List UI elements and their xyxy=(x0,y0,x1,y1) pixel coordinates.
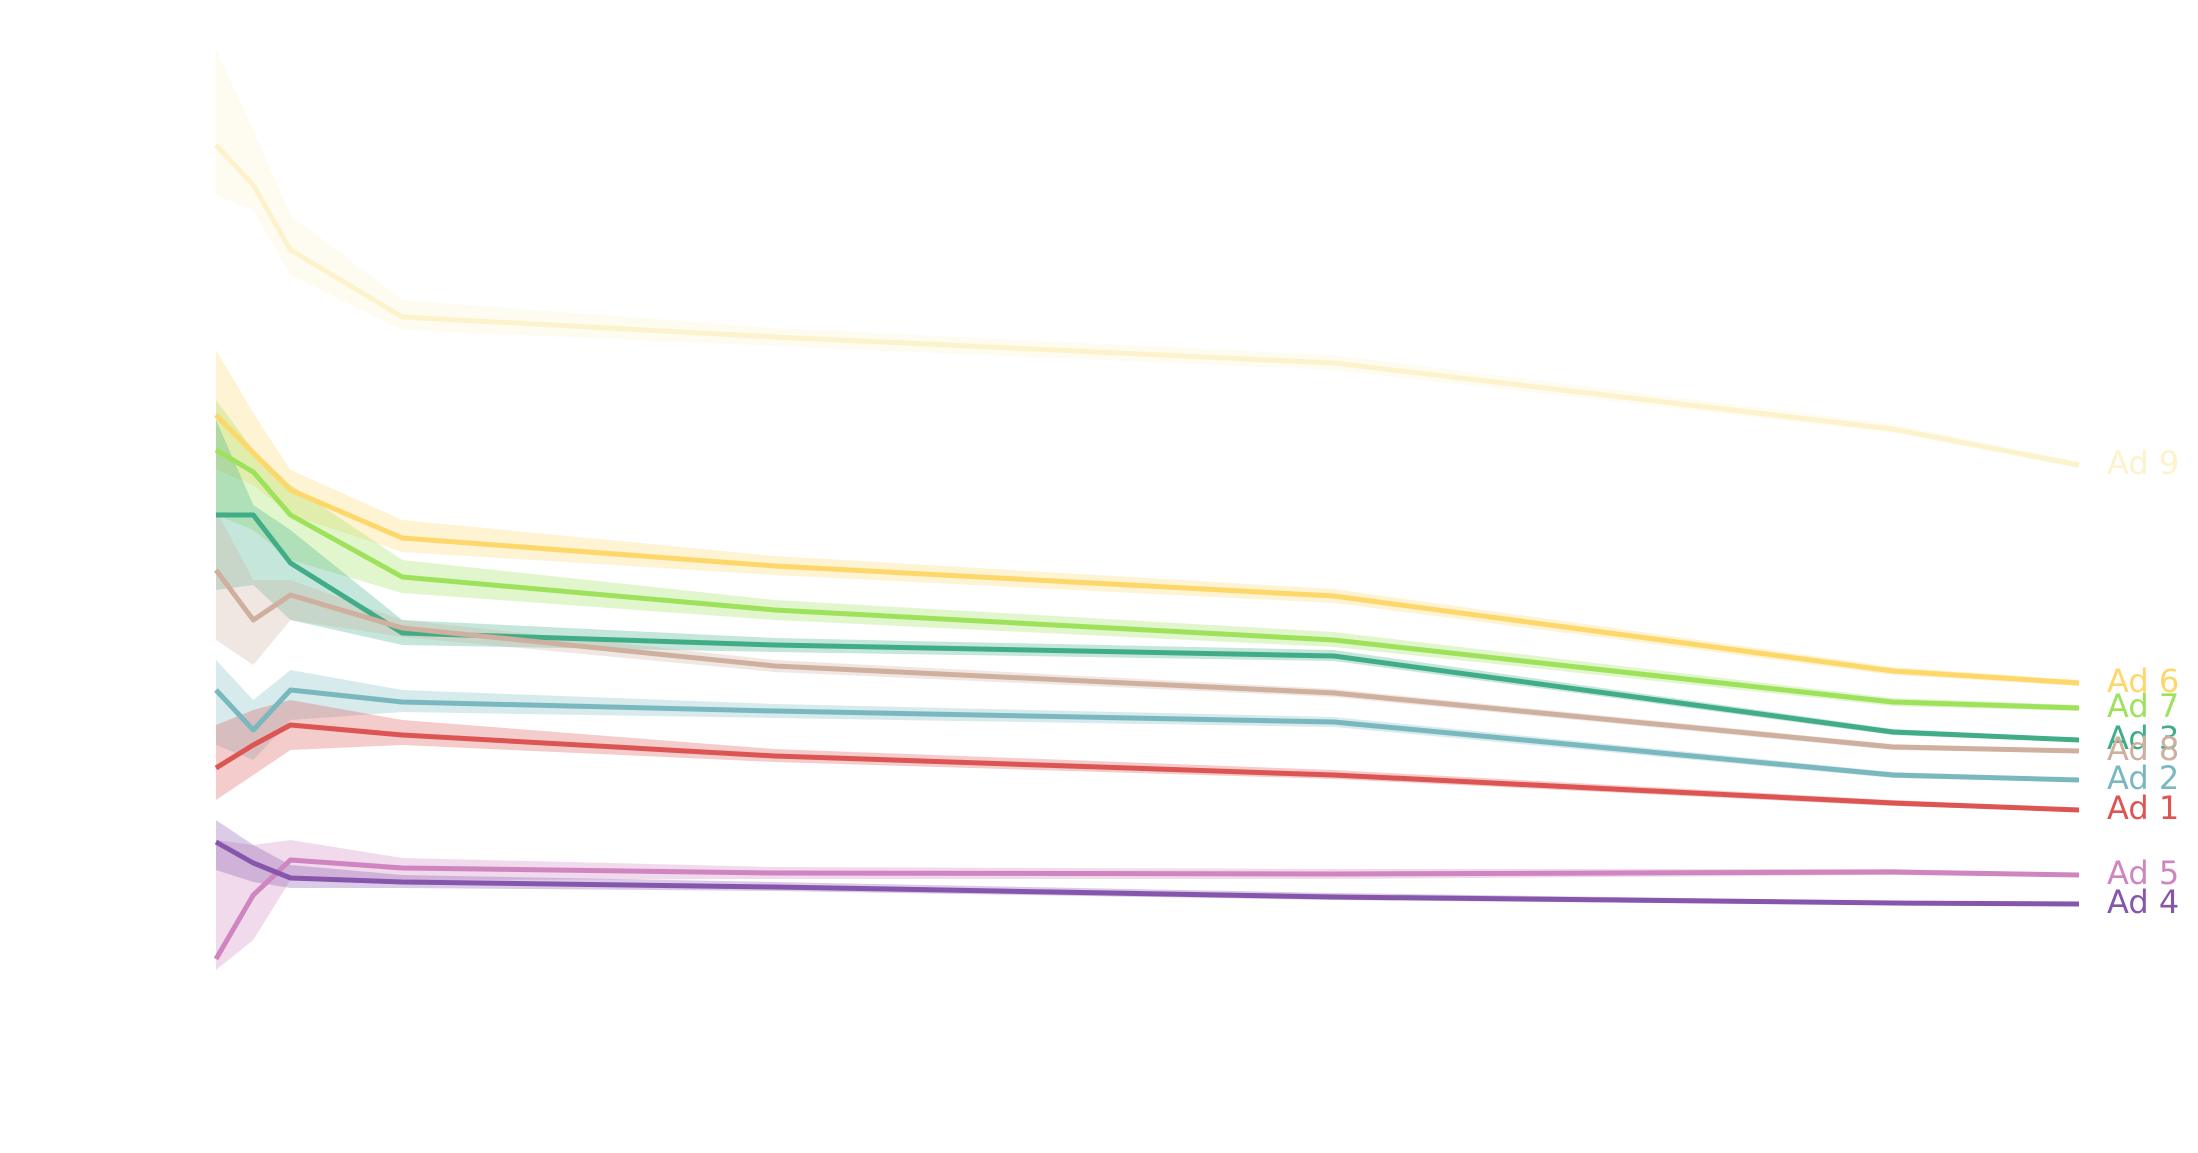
line-ad-6 xyxy=(214,413,2080,686)
label-ad-3: Ad 3 xyxy=(2107,719,2179,757)
label-ad-5: Ad 5 xyxy=(2107,854,2179,892)
label-ad-9: Ad 9 xyxy=(2107,444,2179,482)
label-ad-8: Ad 8 xyxy=(2107,730,2179,768)
line-ad-9 xyxy=(214,143,2080,468)
series-labels: Ad 9 Ad 6Ad 7Ad 3Ad 8Ad 2Ad 1 Ad 5Ad 4 xyxy=(2107,444,2179,921)
band-ad-5 xyxy=(216,840,2079,970)
line-ad-1 xyxy=(214,722,2080,813)
label-ad-4: Ad 4 xyxy=(2107,883,2179,921)
band-ad-9 xyxy=(216,50,2079,468)
confidence-bands xyxy=(216,50,2079,970)
line-ad-8 xyxy=(213,568,2080,754)
line-ad-7 xyxy=(214,447,2080,711)
line-ad-5 xyxy=(213,857,2080,961)
band-ad-2 xyxy=(216,660,2079,782)
series-lines xyxy=(213,143,2080,961)
label-ad-1: Ad 1 xyxy=(2107,789,2179,827)
label-ad-7: Ad 7 xyxy=(2107,687,2179,725)
line-ad-2 xyxy=(214,687,2080,783)
line-ad-4 xyxy=(214,839,2080,907)
line-ad-3 xyxy=(216,512,2080,743)
label-ad-2: Ad 2 xyxy=(2107,759,2179,797)
label-ad-6: Ad 6 xyxy=(2107,662,2179,700)
